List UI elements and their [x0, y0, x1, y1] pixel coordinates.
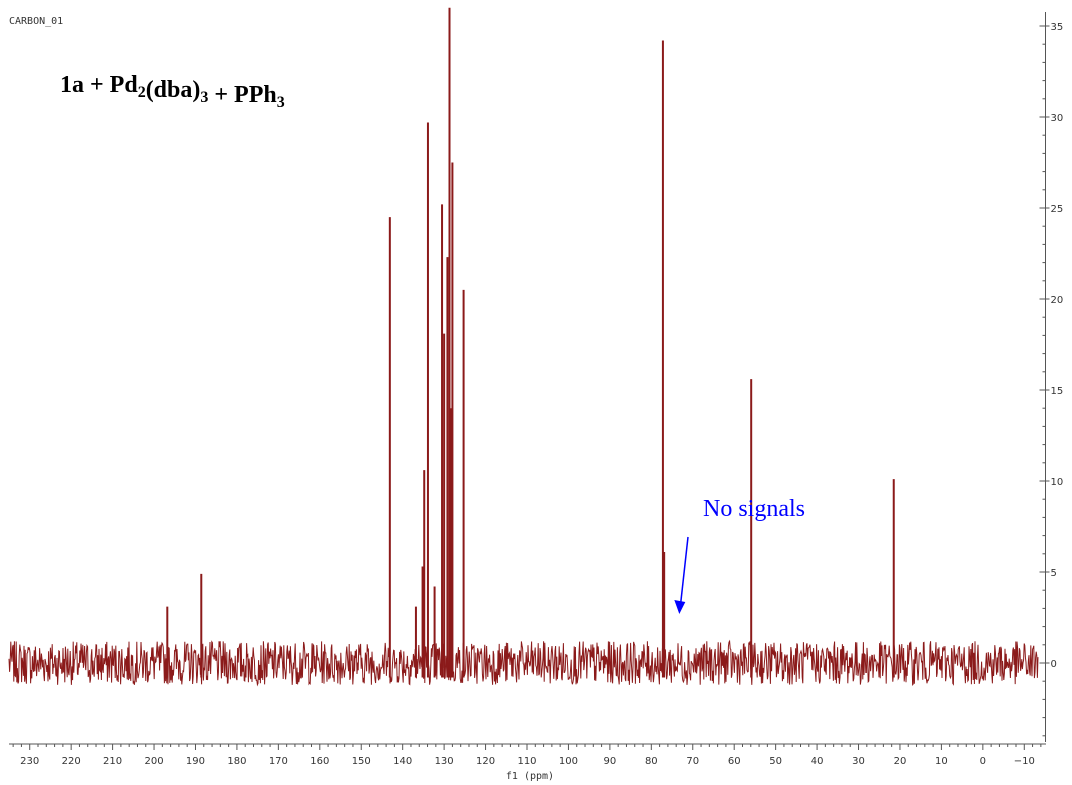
spectrum-name: CARBON_01 — [9, 16, 63, 27]
x-tick-label: 60 — [728, 756, 741, 767]
x-tick-label: 120 — [476, 756, 495, 767]
x-tick-label: 180 — [227, 756, 246, 767]
x-axis-label: f1 (ppm) — [506, 771, 554, 782]
x-tick-label: 0 — [980, 756, 986, 767]
x-tick-label: 40 — [811, 756, 824, 767]
y-tick-label: 0 — [1051, 659, 1057, 670]
y-axis: 0 5 10 15 20 25 30 35 — [1039, 12, 1064, 742]
no-signals-annotation: No signals — [674, 496, 805, 614]
y-tick-label: 35 — [1051, 22, 1064, 33]
x-tick-label: 80 — [645, 756, 658, 767]
annotation-arrow-shaft — [680, 536, 689, 603]
x-tick-label: 190 — [186, 756, 205, 767]
x-tick-label: 10 — [935, 756, 948, 767]
x-tick-label: 100 — [559, 756, 578, 767]
y-tick-label: 15 — [1051, 386, 1064, 397]
x-tick-label: 160 — [310, 756, 329, 767]
y-tick-label: 10 — [1051, 477, 1064, 488]
x-tick-label: 200 — [144, 756, 163, 767]
x-tick-label: 230 — [20, 756, 39, 767]
annotation-text: No signals — [703, 496, 805, 522]
x-tick-label: 20 — [894, 756, 907, 767]
spectrum-trace — [8, 7, 1039, 687]
y-tick-label: 20 — [1051, 295, 1064, 306]
x-tick-label: 110 — [517, 756, 536, 767]
baseline-noise — [8, 639, 1039, 687]
x-tick-label: 210 — [103, 756, 122, 767]
y-tick-label: 30 — [1051, 113, 1064, 124]
y-tick-label: 25 — [1051, 204, 1064, 215]
x-tick-label: 70 — [686, 756, 699, 767]
x-tick-label: 130 — [435, 756, 454, 767]
x-tick-label: −10 — [1014, 756, 1035, 767]
x-tick-label: 220 — [62, 756, 81, 767]
x-tick-label: 140 — [393, 756, 412, 767]
x-tick-label: 170 — [269, 756, 288, 767]
y-tick-label: 5 — [1051, 568, 1057, 579]
chart-title: 1a + Pd2(dba)3 + PPh3 — [60, 72, 285, 111]
x-tick-label: 30 — [852, 756, 865, 767]
annotation-arrow-head — [674, 600, 686, 614]
x-axis: 230 220 210 200 190 180 170 160 150 140 130 120 110 1… — [9, 743, 1046, 767]
x-tick-label: 150 — [352, 756, 371, 767]
x-tick-label: 50 — [769, 756, 782, 767]
x-tick-label: 90 — [604, 756, 617, 767]
